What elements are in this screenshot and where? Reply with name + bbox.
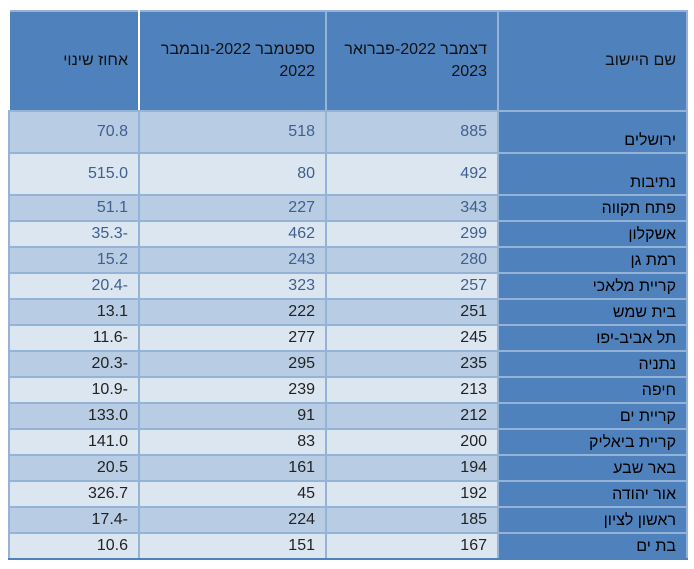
sep-nov-value: 91 xyxy=(138,402,327,430)
settlement-name: אשקלון xyxy=(497,220,688,248)
dec-feb-value: 235 xyxy=(325,350,499,378)
sep-nov-value: 277 xyxy=(138,324,327,352)
table-row: רמת גן 280 243 15.2 xyxy=(8,246,688,274)
percent-change-value: 20.4- xyxy=(8,272,140,300)
percent-change-value: 141.0 xyxy=(8,428,140,456)
percent-change-value: 13.1 xyxy=(8,298,140,326)
dec-feb-value: 492 xyxy=(325,152,499,196)
dec-feb-value: 212 xyxy=(325,402,499,430)
table-row: קריית ים 212 91 133.0 xyxy=(8,402,688,430)
dec-feb-value: 343 xyxy=(325,194,499,222)
sep-nov-value: 222 xyxy=(138,298,327,326)
sep-nov-value: 45 xyxy=(138,480,327,508)
sep-nov-value: 224 xyxy=(138,506,327,534)
percent-change-value: 15.2 xyxy=(8,246,140,274)
table-row: קריית ביאליק 200 83 141.0 xyxy=(8,428,688,456)
sep-nov-value: 295 xyxy=(138,350,327,378)
settlement-name: בית שמש xyxy=(497,298,688,326)
dec-feb-value: 251 xyxy=(325,298,499,326)
dec-feb-value: 885 xyxy=(325,110,499,154)
percent-change-value: 11.6- xyxy=(8,324,140,352)
sep-nov-value: 80 xyxy=(138,152,327,196)
dec-feb-value: 257 xyxy=(325,272,499,300)
header-settlement: שם היישוב xyxy=(497,10,688,112)
percent-change-value: 51.1 xyxy=(8,194,140,222)
dec-feb-value: 167 xyxy=(325,532,499,560)
percent-change-value: 35.3- xyxy=(8,220,140,248)
data-table: שם היישוב דצמבר 2022-פברואר 2023 ספטמבר … xyxy=(8,10,688,560)
sep-nov-value: 323 xyxy=(138,272,327,300)
dec-feb-value: 200 xyxy=(325,428,499,456)
settlement-name: תל אביב-יפו xyxy=(497,324,688,352)
header-row: שם היישוב דצמבר 2022-פברואר 2023 ספטמבר … xyxy=(8,10,688,112)
percent-change-value: 20.5 xyxy=(8,454,140,482)
settlement-name: קריית מלאכי xyxy=(497,272,688,300)
dec-feb-value: 280 xyxy=(325,246,499,274)
table-row: קריית מלאכי 257 323 20.4- xyxy=(8,272,688,300)
table-row: נתניה 235 295 20.3- xyxy=(8,350,688,378)
dec-feb-value: 192 xyxy=(325,480,499,508)
table-row: נתיבות 492 80 515.0 xyxy=(8,152,688,196)
header-percent-change: אחוז שינוי xyxy=(8,10,140,112)
settlement-name: באר שבע xyxy=(497,454,688,482)
percent-change-value: 10.6 xyxy=(8,532,140,560)
sep-nov-value: 462 xyxy=(138,220,327,248)
settlement-name: בת ים xyxy=(497,532,688,560)
table-row: תל אביב-יפו 245 277 11.6- xyxy=(8,324,688,352)
settlement-name: קריית ים xyxy=(497,402,688,430)
sep-nov-value: 239 xyxy=(138,376,327,404)
header-dec-feb: דצמבר 2022-פברואר 2023 xyxy=(325,10,499,112)
dec-feb-value: 185 xyxy=(325,506,499,534)
dec-feb-value: 299 xyxy=(325,220,499,248)
settlement-name: פתח תקווה xyxy=(497,194,688,222)
header-sep-nov: ספטמבר 2022-נובמבר 2022 xyxy=(138,10,327,112)
percent-change-value: 515.0 xyxy=(8,152,140,196)
sep-nov-value: 161 xyxy=(138,454,327,482)
dec-feb-value: 245 xyxy=(325,324,499,352)
table-row: בת ים 167 151 10.6 xyxy=(8,532,688,560)
settlement-name: ראשון לציון xyxy=(497,506,688,534)
settlement-name: אור יהודה xyxy=(497,480,688,508)
table-row: ירושלים 885 518 70.8 xyxy=(8,110,688,154)
percent-change-value: 70.8 xyxy=(8,110,140,154)
sep-nov-value: 227 xyxy=(138,194,327,222)
dec-feb-value: 213 xyxy=(325,376,499,404)
percent-change-value: 133.0 xyxy=(8,402,140,430)
sep-nov-value: 518 xyxy=(138,110,327,154)
table-row: אשקלון 299 462 35.3- xyxy=(8,220,688,248)
table-row: ראשון לציון 185 224 17.4- xyxy=(8,506,688,534)
settlement-name: נתניה xyxy=(497,350,688,378)
sep-nov-value: 243 xyxy=(138,246,327,274)
table-row: בית שמש 251 222 13.1 xyxy=(8,298,688,326)
table-row: פתח תקווה 343 227 51.1 xyxy=(8,194,688,222)
percent-change-value: 20.3- xyxy=(8,350,140,378)
dec-feb-value: 194 xyxy=(325,454,499,482)
percent-change-value: 10.9- xyxy=(8,376,140,404)
settlement-name: קריית ביאליק xyxy=(497,428,688,456)
settlement-name: חיפה xyxy=(497,376,688,404)
sep-nov-value: 83 xyxy=(138,428,327,456)
settlement-name: ירושלים xyxy=(497,110,688,154)
table-row: אור יהודה 192 45 326.7 xyxy=(8,480,688,508)
percent-change-value: 326.7 xyxy=(8,480,140,508)
settlement-name: רמת גן xyxy=(497,246,688,274)
table-row: חיפה 213 239 10.9- xyxy=(8,376,688,404)
percent-change-value: 17.4- xyxy=(8,506,140,534)
settlement-name: נתיבות xyxy=(497,152,688,196)
table-row: באר שבע 194 161 20.5 xyxy=(8,454,688,482)
sep-nov-value: 151 xyxy=(138,532,327,560)
